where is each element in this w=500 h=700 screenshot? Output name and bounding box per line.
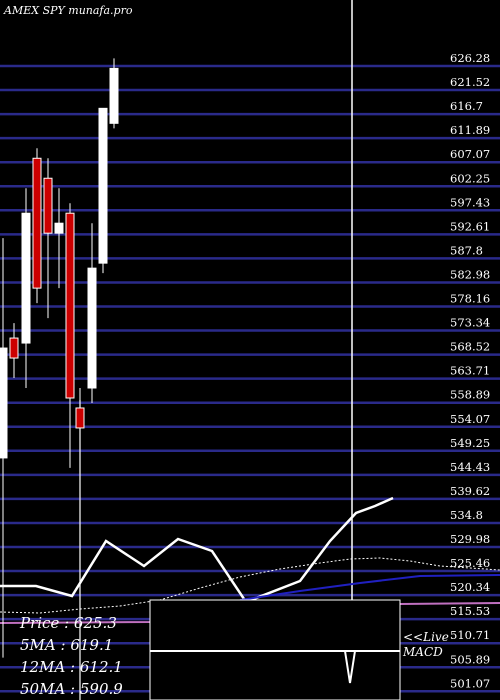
- candle-body: [65, 212, 75, 399]
- ma-legend: Price : 625.3 5MA : 619.1 12MA : 612.1 5…: [20, 612, 123, 700]
- y-tick-label: 587.8: [450, 243, 483, 257]
- y-tick-label: 525.46: [450, 556, 490, 570]
- y-tick-label: 549.25: [450, 436, 490, 450]
- y-tick-label: 529.98: [450, 532, 490, 546]
- macd-line: [344, 650, 356, 684]
- ma5-legend: 5MA : 619.1: [20, 636, 114, 654]
- candle-body: [9, 337, 19, 359]
- y-tick-label: 510.71: [450, 628, 490, 642]
- y-tick-label: 554.07: [450, 412, 490, 426]
- y-tick-label: 544.43: [450, 460, 490, 474]
- y-tick-label: 505.89: [450, 652, 490, 666]
- candle-body: [109, 67, 119, 124]
- y-tick-label: 501.07: [450, 676, 490, 690]
- ma-line: [0, 496, 394, 604]
- macd-text: MACD: [403, 645, 443, 659]
- ma50-legend: 50MA : 590.9: [20, 680, 123, 698]
- y-tick-label: 534.8: [450, 508, 483, 522]
- candle-body: [43, 177, 53, 234]
- ma-blue-line: [239, 574, 500, 601]
- macd-label: <<Live MACD: [403, 630, 449, 660]
- candle-body: [21, 212, 31, 344]
- candle-body: [98, 107, 108, 264]
- ma12-legend: 12MA : 612.1: [20, 658, 123, 676]
- y-tick-label: 602.25: [450, 171, 490, 185]
- y-tick-label: 558.89: [450, 388, 490, 402]
- live-label: <<Live: [403, 630, 449, 644]
- chart-title: AMEX SPY munafa.pro: [4, 4, 133, 17]
- y-tick-label: 626.28: [450, 51, 490, 65]
- y-tick-label: 568.52: [450, 340, 490, 354]
- y-tick-label: 520.34: [450, 580, 490, 594]
- y-tick-label: 592.61: [450, 219, 490, 233]
- y-tick-label: 578.16: [450, 292, 490, 306]
- candle-body: [54, 222, 64, 234]
- ma-dotted-line: [0, 557, 500, 614]
- candle-body: [0, 347, 8, 459]
- y-tick-label: 582.98: [450, 267, 490, 281]
- y-tick-label: 616.7: [450, 99, 483, 113]
- y-tick-label: 621.52: [450, 75, 490, 89]
- candle-body: [75, 407, 85, 429]
- candle-body: [87, 267, 97, 389]
- y-tick-label: 607.07: [450, 147, 490, 161]
- y-tick-label: 515.53: [450, 604, 490, 618]
- y-tick-label: 563.71: [450, 364, 490, 378]
- y-tick-label: 597.43: [450, 195, 490, 209]
- y-tick-label: 573.34: [450, 316, 490, 330]
- y-tick-label: 611.89: [450, 123, 490, 137]
- y-tick-label: 539.62: [450, 484, 490, 498]
- price-legend: Price : 625.3: [20, 614, 117, 632]
- candle-body: [32, 157, 42, 289]
